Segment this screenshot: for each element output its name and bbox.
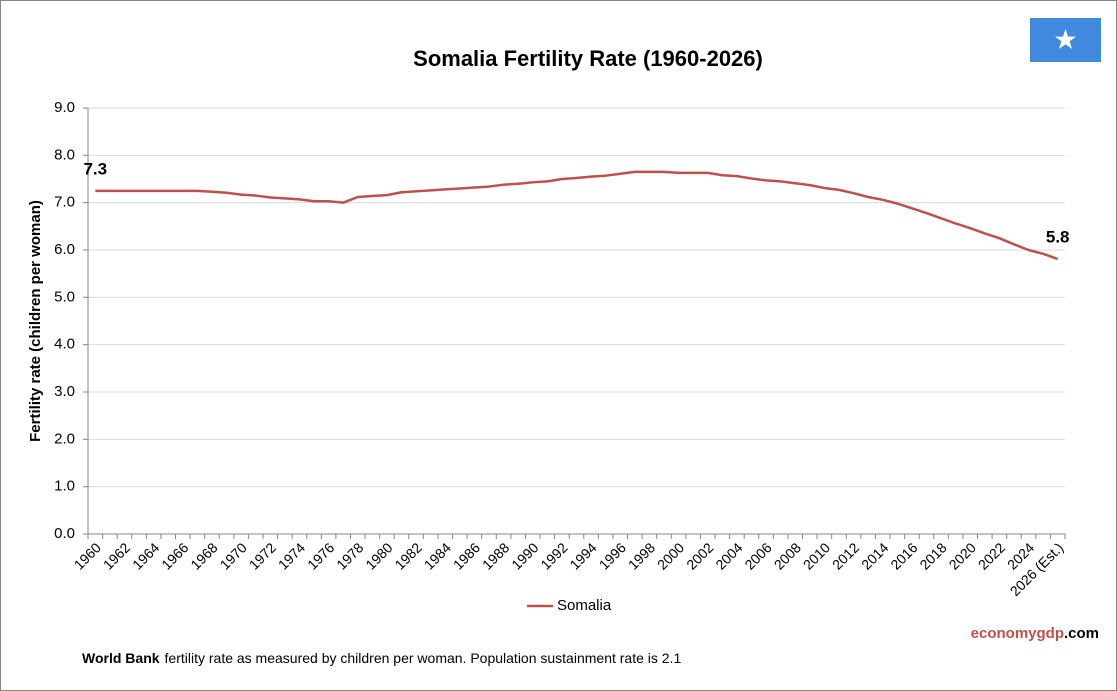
y-tick-label: 1.0 (54, 478, 75, 495)
footnote-source: World Bank (82, 650, 160, 666)
brand-name: economygdp (971, 625, 1064, 642)
chart-title: Somalia Fertility Rate (1960-2026) (413, 46, 763, 71)
data-label: 5.8 (1046, 227, 1070, 246)
y-tick-label: 9.0 (54, 99, 75, 116)
flag (1030, 18, 1101, 62)
legend-label: Somalia (557, 597, 612, 614)
y-axis-label: Fertility rate (children per woman) (27, 200, 44, 442)
flag-star (1054, 29, 1077, 49)
y-tick-label: 5.0 (54, 288, 75, 305)
data-label: 7.3 (83, 159, 107, 178)
series-line (95, 170, 1059, 261)
brand: economygdp.com (971, 625, 1099, 642)
y-tick-label: 2.0 (54, 430, 75, 447)
y-tick-label: 8.0 (54, 146, 75, 163)
y-tick-label: 7.0 (54, 194, 75, 211)
footnote-text: fertility rate as measured by children p… (165, 650, 682, 666)
y-tick-label: 4.0 (54, 336, 75, 353)
footnote: World Bank fertility rate as measured by … (82, 650, 681, 666)
y-tick-label: 6.0 (54, 241, 75, 258)
y-tick-label: 0.0 (54, 525, 75, 542)
y-tick-label: 3.0 (54, 383, 75, 400)
brand-suffix: .com (1064, 625, 1099, 642)
